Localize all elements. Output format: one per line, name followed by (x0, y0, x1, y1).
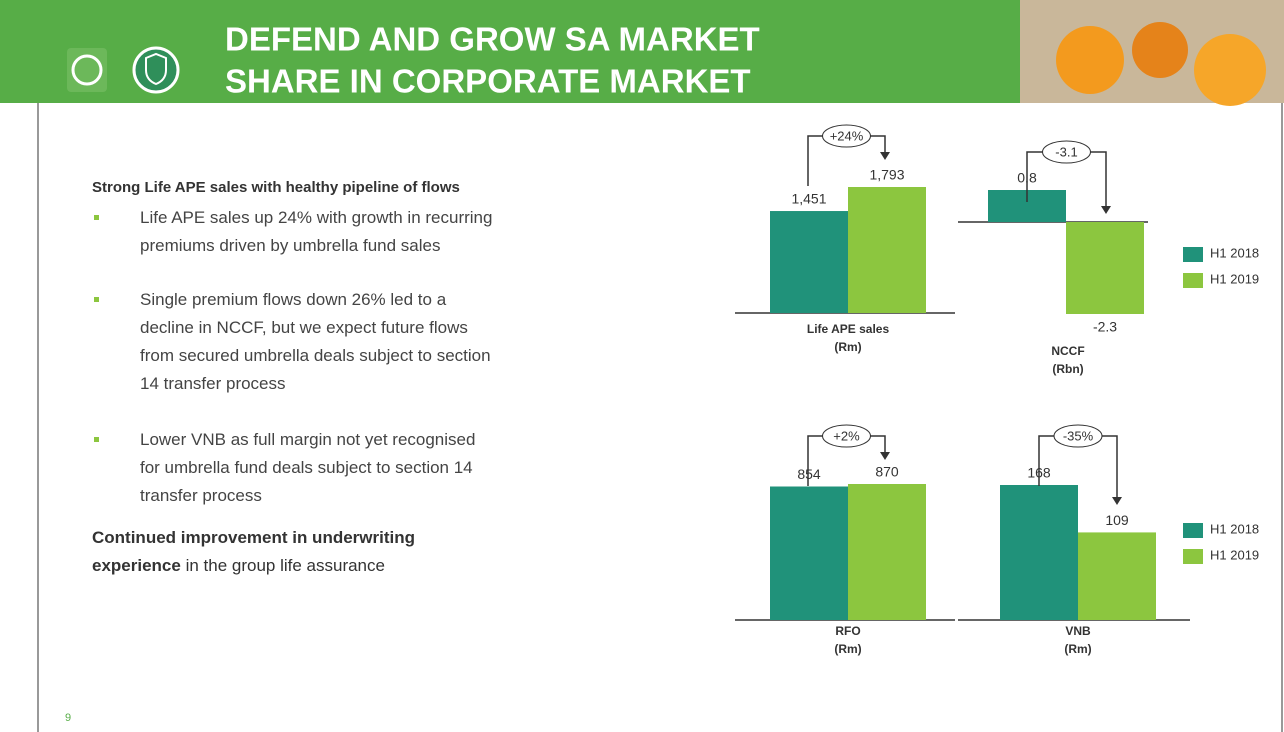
unit-label: (Rm) (834, 642, 861, 656)
category-label: NCCF (1051, 344, 1084, 358)
legend-swatch (1183, 273, 1203, 288)
slide: DEFEND AND GROW SA MARKET SHARE IN CORPO… (0, 0, 1284, 732)
image-decor (1194, 34, 1266, 106)
legend-label: H1 2019 (1210, 547, 1259, 562)
category-label: Life APE sales (807, 322, 890, 336)
bar (1066, 222, 1144, 314)
bullet-text: for umbrella fund deals subject to secti… (140, 454, 473, 482)
value-label: 1,451 (791, 191, 826, 207)
title: DEFEND AND GROW SA MARKET (225, 21, 760, 58)
unit-label: (Rbn) (1052, 362, 1083, 376)
title: SHARE IN CORPORATE MARKET (225, 63, 751, 100)
legend-swatch (1183, 549, 1203, 564)
value-label: 854 (797, 466, 821, 482)
bar (770, 487, 848, 620)
legend-swatch (1183, 523, 1203, 538)
legend-label: H1 2019 (1210, 271, 1259, 286)
arrow-head (880, 452, 890, 460)
value-label: -2.3 (1093, 319, 1117, 335)
value-label: 870 (875, 464, 899, 480)
annotation: +2% (833, 428, 860, 443)
bar (848, 187, 926, 313)
bullet-text: premiums driven by umbrella fund sales (140, 232, 440, 260)
bullet-text: decline in NCCF, but we expect future fl… (140, 314, 468, 342)
page-number: 9 (65, 712, 71, 724)
annotation: -3.1 (1055, 144, 1077, 159)
bullet-text: from secured umbrella deals subject to s… (140, 342, 491, 370)
value-label: 109 (1105, 512, 1129, 528)
bullet-text: 14 transfer process (140, 370, 286, 398)
bar (848, 484, 926, 620)
bullet-marker (94, 437, 99, 442)
bar (1000, 485, 1078, 620)
bullet-text: Single premium flows down 26% led to a (140, 286, 446, 314)
image-decor (1056, 26, 1124, 94)
heading: Strong Life APE sales with healthy pipel… (92, 174, 460, 202)
legend-swatch (1183, 247, 1203, 262)
category-label: RFO (835, 624, 860, 638)
bullet-text: Lower VNB as full margin not yet recogni… (140, 426, 475, 454)
bullet-text: transfer process (140, 482, 262, 510)
image-decor (1132, 22, 1188, 78)
value-label: 1,793 (869, 167, 904, 183)
legend-label: H1 2018 (1210, 521, 1259, 536)
closing: Continued improvement in underwriting exp… (92, 524, 415, 580)
bar (1078, 532, 1156, 620)
bar (770, 211, 848, 313)
legend-label: H1 2018 (1210, 245, 1259, 260)
closing-bold: Continued improvement in underwriting (92, 528, 415, 547)
arrow-head (880, 152, 890, 160)
bullet-marker (94, 297, 99, 302)
unit-label: (Rm) (834, 340, 861, 354)
unit-label: (Rm) (1064, 642, 1091, 656)
annotation: +24% (830, 128, 864, 143)
closing-text: in the group life assurance (181, 556, 385, 575)
bullet-text: Life APE sales up 24% with growth in rec… (140, 204, 492, 232)
annotation: -35% (1063, 428, 1094, 443)
arrow-head (1112, 497, 1122, 505)
closing-bold: experience (92, 556, 181, 575)
arrow-head (1101, 206, 1111, 214)
category-label: VNB (1065, 624, 1091, 638)
bullet-marker (94, 215, 99, 220)
